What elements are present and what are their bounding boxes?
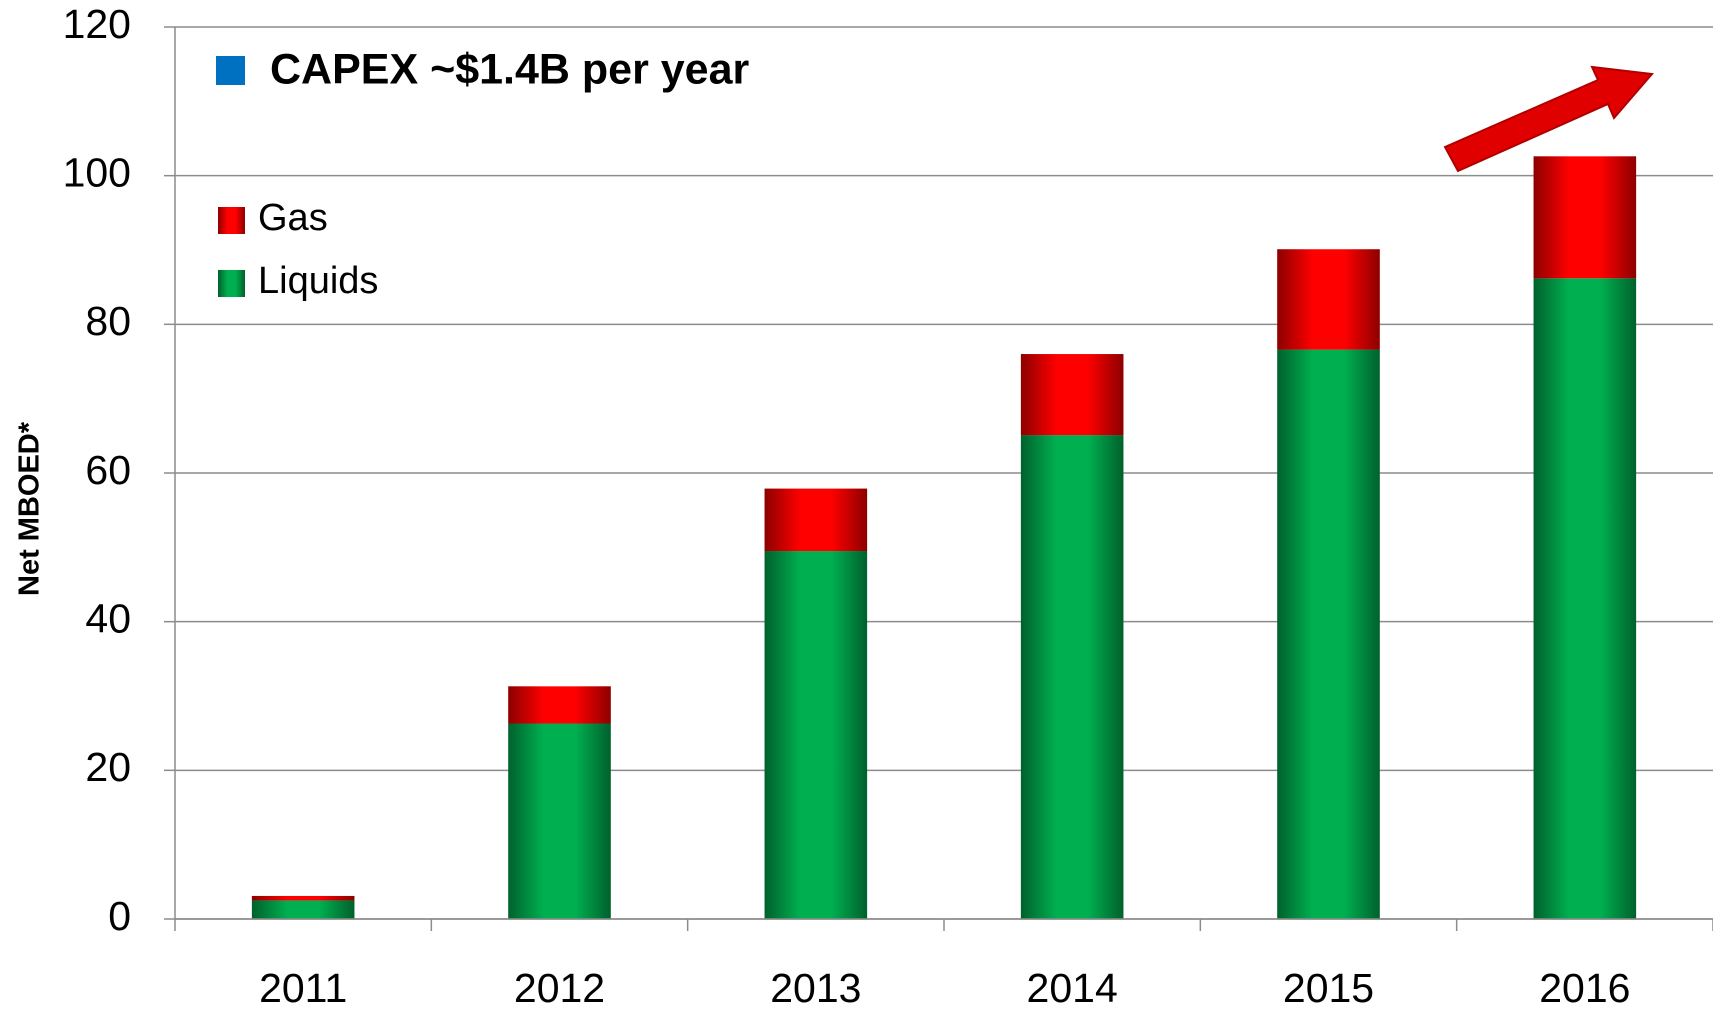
y-tick-label: 60 (85, 447, 131, 493)
grid (175, 26, 1713, 920)
legend-label: Liquids (258, 260, 378, 302)
bar-shade (1533, 278, 1637, 919)
x-tick-label: 2012 (514, 965, 605, 1011)
y-tick-label: 40 (85, 595, 131, 641)
bar-shade (764, 551, 868, 919)
bars (251, 156, 1637, 919)
bar-shade (1533, 156, 1637, 279)
bar-shade (1020, 435, 1124, 919)
y-tick-label: 120 (63, 1, 131, 47)
y-tick-label: 20 (85, 744, 131, 790)
x-tick-label: 2016 (1539, 965, 1630, 1011)
y-tick-label: 100 (63, 149, 131, 195)
legend: Gas Liquids (218, 197, 378, 302)
annotation-swatch (216, 56, 245, 85)
axes: 0 20 40 60 80 100 120 2011 2012 2013 2014 2015 2016 (63, 1, 1713, 1011)
bar-shade (508, 723, 611, 919)
bar-shade (1277, 349, 1380, 919)
bar-shade (508, 686, 611, 724)
x-tick-label: 2015 (1283, 965, 1374, 1011)
x-tick-label: 2014 (1027, 965, 1118, 1011)
legend-swatch-shade (218, 207, 245, 234)
y-tick-label: 0 (108, 893, 131, 939)
x-tick-label: 2011 (259, 965, 347, 1011)
x-tick-label: 2013 (770, 965, 861, 1011)
annotation: CAPEX ~$1.4B per year (270, 45, 750, 93)
trend-arrow (1443, 65, 1654, 173)
bar-shade (251, 900, 355, 919)
y-tick-label: 80 (85, 298, 131, 344)
bar-shade (251, 895, 355, 901)
legend-label: Gas (258, 197, 328, 239)
bar-shade (764, 488, 868, 552)
y-axis-label: Net MBOED* (14, 421, 46, 596)
bar-shade (1277, 249, 1380, 350)
bar-shade (1020, 354, 1124, 436)
legend-swatch-shade (218, 270, 245, 297)
